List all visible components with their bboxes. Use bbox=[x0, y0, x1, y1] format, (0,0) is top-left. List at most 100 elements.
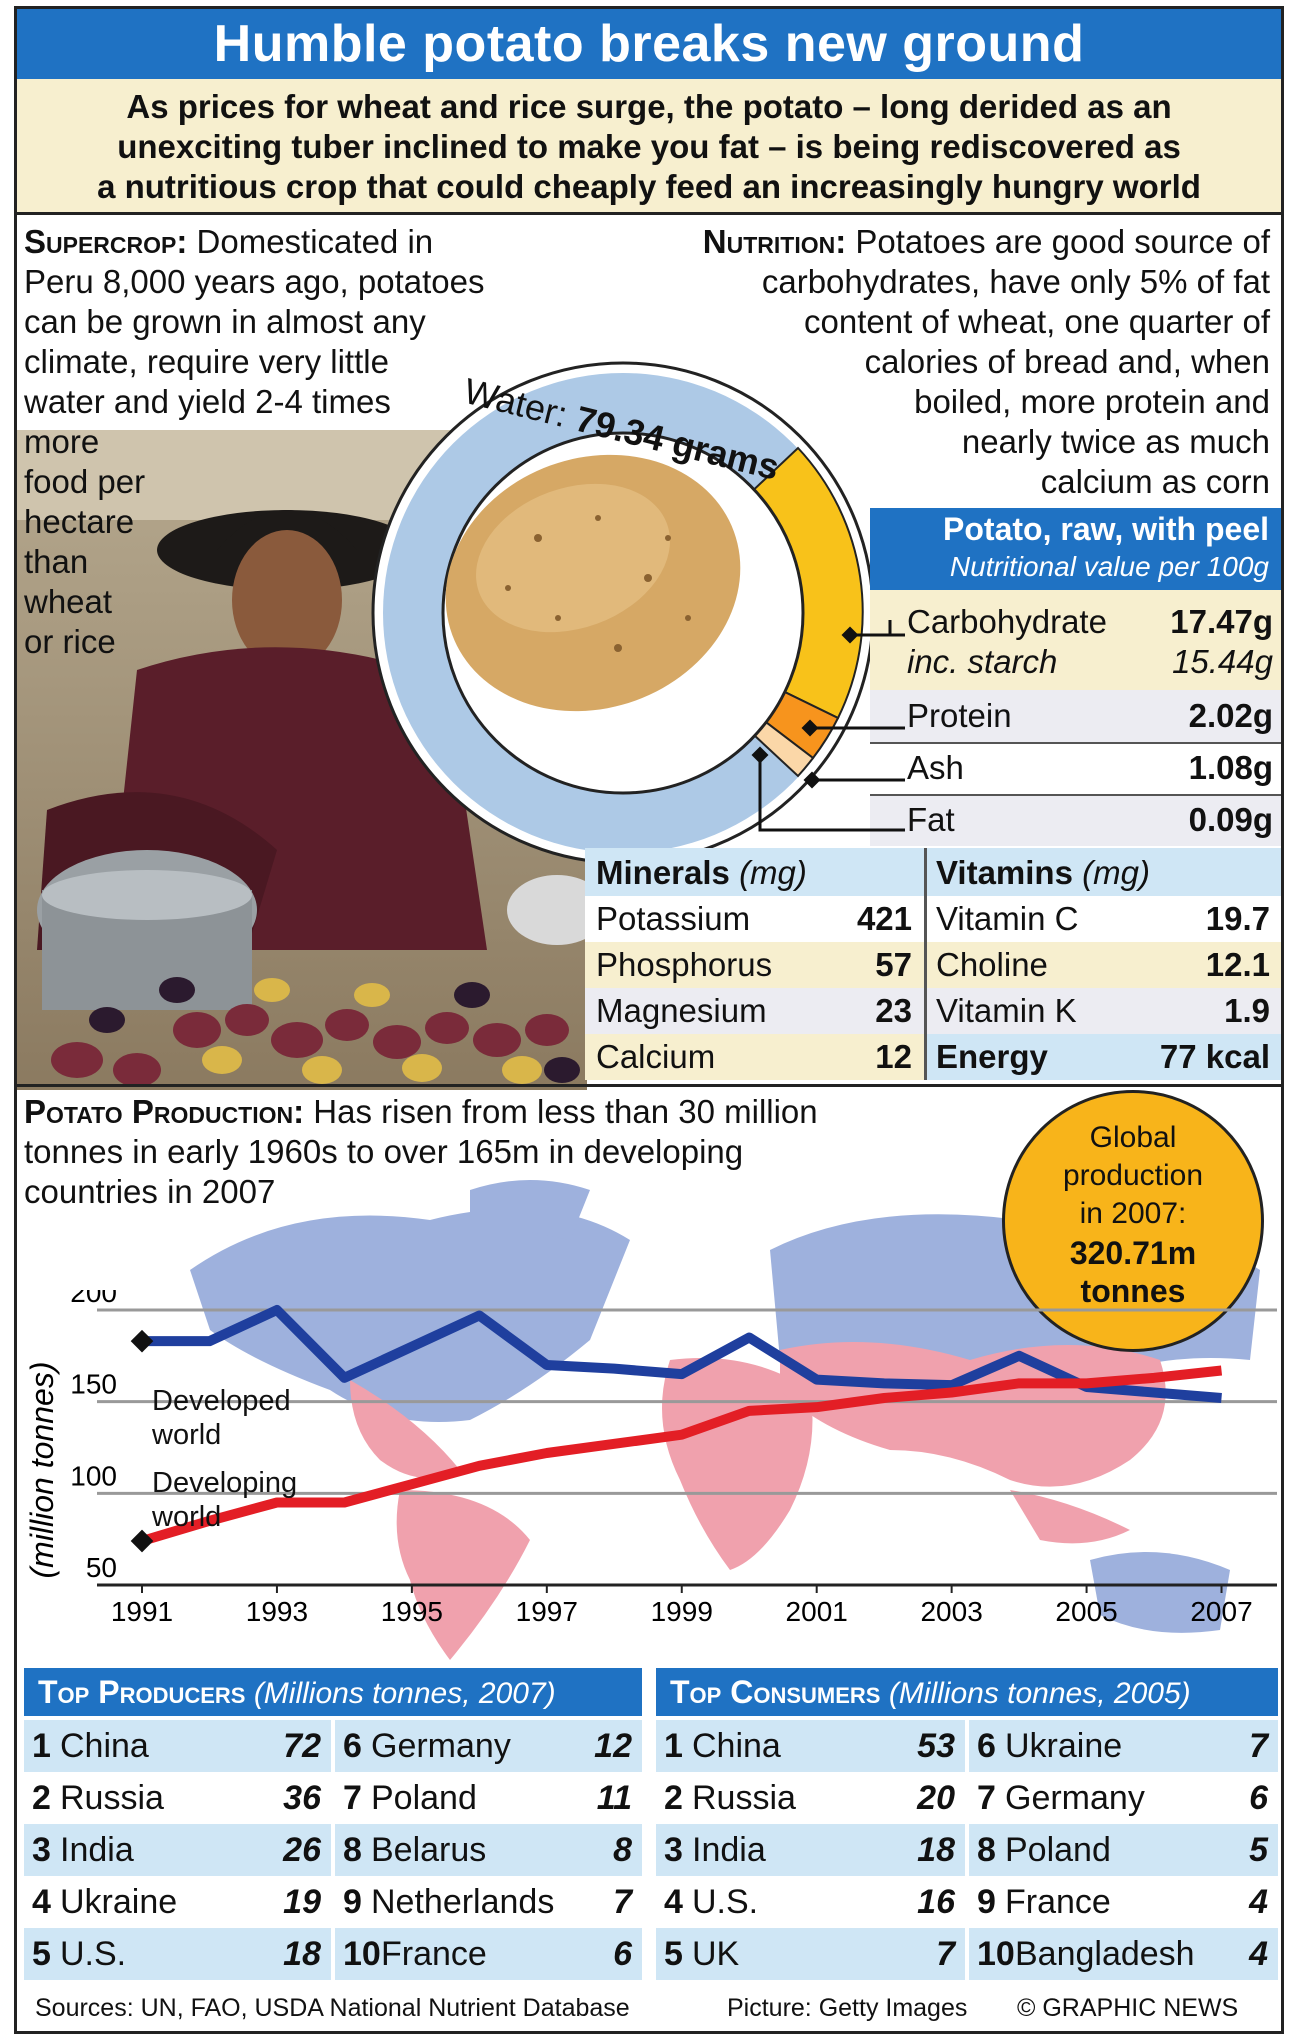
nutrition-table-header: Potato, raw, with peel Nutritional value… bbox=[870, 508, 1281, 590]
country-value: 6 bbox=[1249, 1779, 1268, 1817]
country-value: 19 bbox=[283, 1883, 321, 1921]
x-tick-label: 2003 bbox=[920, 1596, 982, 1627]
country-value: 53 bbox=[917, 1727, 955, 1765]
supercrop-line: more bbox=[24, 423, 100, 460]
nutrition-label: Nutrition: bbox=[702, 223, 847, 260]
nutrition-line: content of wheat, one quarter of bbox=[804, 303, 1270, 340]
vitamins-title: Vitamins (mg) bbox=[936, 850, 1150, 896]
x-tick-label: 2007 bbox=[1190, 1596, 1252, 1627]
carb-row-bg bbox=[870, 590, 1281, 690]
rank-number: 5 bbox=[32, 1935, 51, 1973]
rank-number: 10 bbox=[977, 1935, 1015, 1973]
production-line: countries in 2007 bbox=[24, 1173, 276, 1210]
top-producers-unit: (Millions tonnes, 2007) bbox=[253, 1677, 556, 1710]
mineral-row-2-bg bbox=[585, 942, 1281, 988]
global-production-bubble: Global production in 2007: 320.71m tonne… bbox=[1002, 1090, 1264, 1352]
country-value: 5 bbox=[1249, 1831, 1268, 1869]
rank-number: 3 bbox=[664, 1831, 683, 1869]
standfirst: As prices for wheat and rice surge, the … bbox=[17, 79, 1281, 215]
series-start-marker bbox=[130, 1329, 154, 1353]
vitamin-name: Vitamin K bbox=[936, 992, 1077, 1029]
country-value: 8 bbox=[613, 1831, 632, 1869]
supercrop-line: can be grown in almost any bbox=[24, 303, 426, 340]
vitamin-value: 19.7 bbox=[1205, 900, 1270, 937]
rank-number: 2 bbox=[664, 1779, 683, 1817]
supercrop-line: food per bbox=[24, 463, 146, 500]
country-name: Russia bbox=[60, 1779, 164, 1817]
country-value: 11 bbox=[596, 1779, 632, 1817]
rank-number: 6 bbox=[343, 1727, 362, 1765]
ranking-row: 9 France 4 bbox=[969, 1876, 1278, 1928]
country-name: Russia bbox=[692, 1779, 796, 1817]
country-name: Germany bbox=[371, 1727, 511, 1765]
top-producers-title: Top Producers bbox=[38, 1674, 246, 1710]
top-consumers-header: Top Consumers (Millions tonnes, 2005) bbox=[656, 1668, 1278, 1716]
mineral-name: Calcium bbox=[596, 1038, 716, 1075]
rank-number: 4 bbox=[664, 1883, 683, 1921]
y-axis-label: (million tonnes) bbox=[24, 1362, 60, 1579]
mineral-name: Phosphorus bbox=[596, 946, 773, 983]
bubble-unit: tonnes bbox=[1080, 1273, 1186, 1309]
minerals-unit: (mg) bbox=[739, 854, 807, 891]
minerals-header-bg bbox=[585, 848, 1281, 896]
developed-label-line: world bbox=[152, 1419, 222, 1451]
world-map bbox=[190, 1180, 1260, 1660]
standfirst-line: As prices for wheat and rice surge, the … bbox=[126, 88, 1172, 125]
protein-row-bg bbox=[870, 690, 1281, 742]
fat-value: 0.09g bbox=[1188, 801, 1273, 838]
ranking-row: 5 UK 7 bbox=[656, 1928, 965, 1980]
ranking-row: 8 Belarus 8 bbox=[335, 1824, 642, 1876]
footer-sources: Sources: UN, FAO, USDA National Nutrient… bbox=[35, 1994, 630, 2022]
ranking-row: 10 France 6 bbox=[335, 1928, 642, 1980]
x-tick-label: 2001 bbox=[786, 1596, 848, 1627]
rank-number: 2 bbox=[32, 1779, 51, 1817]
nutrition-line: Potatoes are good source of bbox=[855, 223, 1270, 260]
standfirst-line: unexciting tuber inclined to make you fa… bbox=[117, 128, 1181, 165]
supercrop-line: Peru 8,000 years ago, potatoes bbox=[24, 263, 485, 300]
ranking-row: 4 Ukraine 19 bbox=[24, 1876, 331, 1928]
table-divider bbox=[924, 848, 927, 1080]
protein-label: Protein bbox=[907, 697, 1012, 734]
country-value: 6 bbox=[613, 1935, 632, 1973]
country-value: 72 bbox=[283, 1727, 321, 1765]
mineral-row-3-bg bbox=[585, 988, 1281, 1034]
mineral-value: 421 bbox=[856, 900, 912, 937]
ranking-row: 10 Bangladesh 4 bbox=[969, 1928, 1278, 1980]
country-name: China bbox=[692, 1727, 781, 1765]
mineral-name: Potassium bbox=[596, 900, 751, 937]
rank-number: 1 bbox=[32, 1727, 51, 1765]
minerals-title-text: Minerals bbox=[596, 854, 730, 891]
country-value: 36 bbox=[283, 1779, 321, 1817]
carbohydrate-value: 17.47g bbox=[1170, 603, 1273, 640]
mineral-row-1-bg bbox=[585, 896, 1281, 942]
supercrop-text: Supercrop: Domesticated in Peru 8,000 ye… bbox=[24, 222, 564, 662]
nutrition-text: Nutrition: Potatoes are good source of c… bbox=[620, 222, 1270, 502]
vitamin-name: Choline bbox=[936, 946, 1048, 983]
top-consumers-unit: (Millions tonnes, 2005) bbox=[888, 1677, 1191, 1710]
vitamin-value: 12.1 bbox=[1205, 946, 1270, 983]
y-tick-label: 200 bbox=[70, 1290, 117, 1308]
ranking-row: 3 India 18 bbox=[656, 1824, 965, 1876]
rank-number: 7 bbox=[343, 1779, 362, 1817]
country-name: UK bbox=[692, 1935, 740, 1973]
supercrop-line: than bbox=[24, 543, 89, 580]
developing-label-line: Developing bbox=[152, 1467, 298, 1499]
country-value: 7 bbox=[613, 1883, 632, 1921]
y-tick-label: 50 bbox=[86, 1552, 117, 1583]
footer: Sources: UN, FAO, USDA National Nutrient… bbox=[17, 1988, 1281, 2028]
country-name: Poland bbox=[1005, 1831, 1111, 1869]
footer-credit: © GRAPHIC NEWS bbox=[1017, 1994, 1239, 2022]
top-producers-header: Top Producers (Millions tonnes, 2007) bbox=[24, 1668, 642, 1716]
nutrition-table-subtitle: Nutritional value per 100g bbox=[949, 551, 1269, 582]
x-tick-label: 1995 bbox=[381, 1596, 443, 1627]
vitamins-title-text: Vitamins bbox=[936, 854, 1073, 891]
country-value: 20 bbox=[917, 1779, 955, 1817]
top-consumers-title: Top Consumers bbox=[670, 1674, 881, 1710]
section-divider bbox=[17, 1084, 1281, 1087]
vitamin-name: Vitamin C bbox=[936, 900, 1079, 937]
x-tick-label: 1993 bbox=[246, 1596, 308, 1627]
mineral-value: 12 bbox=[875, 1038, 912, 1075]
series-start-marker bbox=[130, 1529, 154, 1553]
developing-label-line: world bbox=[152, 1501, 222, 1533]
mineral-row-4-bg bbox=[585, 1034, 925, 1080]
